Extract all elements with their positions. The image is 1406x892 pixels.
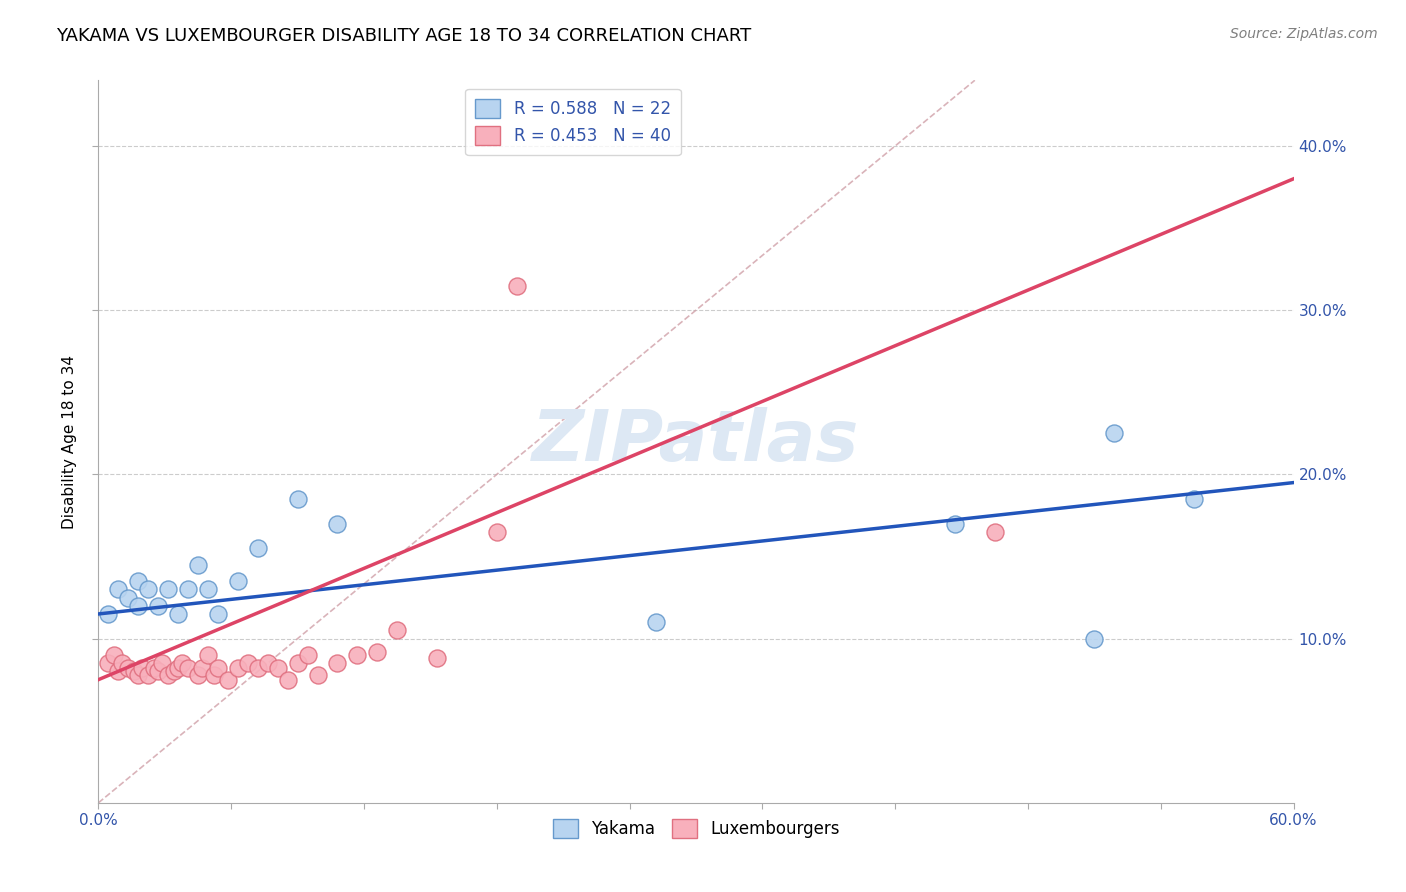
Point (172, 657, 194, 671)
Point (385, 624, 409, 638)
Point (277, 673, 299, 687)
Point (226, 661, 249, 675)
Point (150, 657, 173, 671)
Point (943, 516, 966, 531)
Point (506, 278, 529, 293)
Point (177, 582, 200, 597)
Point (202, 667, 225, 681)
Point (177, 661, 200, 675)
Point (197, 582, 219, 597)
Point (97, 657, 120, 671)
Point (426, 651, 449, 665)
Point (148, 599, 170, 613)
Point (1104, 426, 1126, 441)
Point (645, 615, 668, 630)
Point (984, 524, 1007, 539)
Point (326, 516, 349, 531)
Point (256, 657, 278, 671)
Point (97, 607, 120, 621)
Text: Source: ZipAtlas.com: Source: ZipAtlas.com (1230, 27, 1378, 41)
Text: YAKAMA VS LUXEMBOURGER DISABILITY AGE 18 TO 34 CORRELATION CHART: YAKAMA VS LUXEMBOURGER DISABILITY AGE 18… (56, 27, 751, 45)
Point (167, 607, 190, 621)
Legend: Yakama, Luxembourgers: Yakama, Luxembourgers (546, 813, 846, 845)
Point (111, 657, 134, 671)
Point (1083, 632, 1105, 646)
Point (163, 665, 186, 679)
Point (136, 582, 159, 597)
Point (326, 657, 349, 671)
Point (297, 648, 319, 662)
Point (287, 657, 309, 671)
Point (157, 667, 180, 681)
Point (187, 558, 209, 572)
Point (207, 661, 229, 675)
Point (136, 667, 159, 681)
Point (127, 667, 149, 681)
Point (246, 541, 269, 556)
Y-axis label: Disability Age 18 to 34: Disability Age 18 to 34 (62, 354, 77, 529)
Point (217, 673, 239, 687)
Point (107, 665, 129, 679)
Point (287, 491, 309, 506)
Point (127, 599, 149, 613)
Point (157, 582, 180, 597)
Point (117, 591, 139, 605)
Point (267, 661, 290, 675)
Point (148, 665, 170, 679)
Point (485, 524, 508, 539)
Point (246, 661, 269, 675)
Point (107, 582, 129, 597)
Point (197, 648, 219, 662)
Point (131, 661, 153, 675)
Point (307, 667, 329, 681)
Point (143, 661, 166, 675)
Point (366, 645, 388, 659)
Point (127, 574, 149, 588)
Point (207, 607, 229, 621)
Point (124, 665, 146, 679)
Point (167, 661, 190, 675)
Point (226, 574, 249, 588)
Point (117, 661, 139, 675)
Point (103, 648, 125, 662)
Point (1182, 491, 1205, 506)
Point (187, 667, 209, 681)
Point (346, 648, 368, 662)
Text: ZIPatlas: ZIPatlas (533, 407, 859, 476)
Point (191, 661, 214, 675)
Point (236, 657, 259, 671)
